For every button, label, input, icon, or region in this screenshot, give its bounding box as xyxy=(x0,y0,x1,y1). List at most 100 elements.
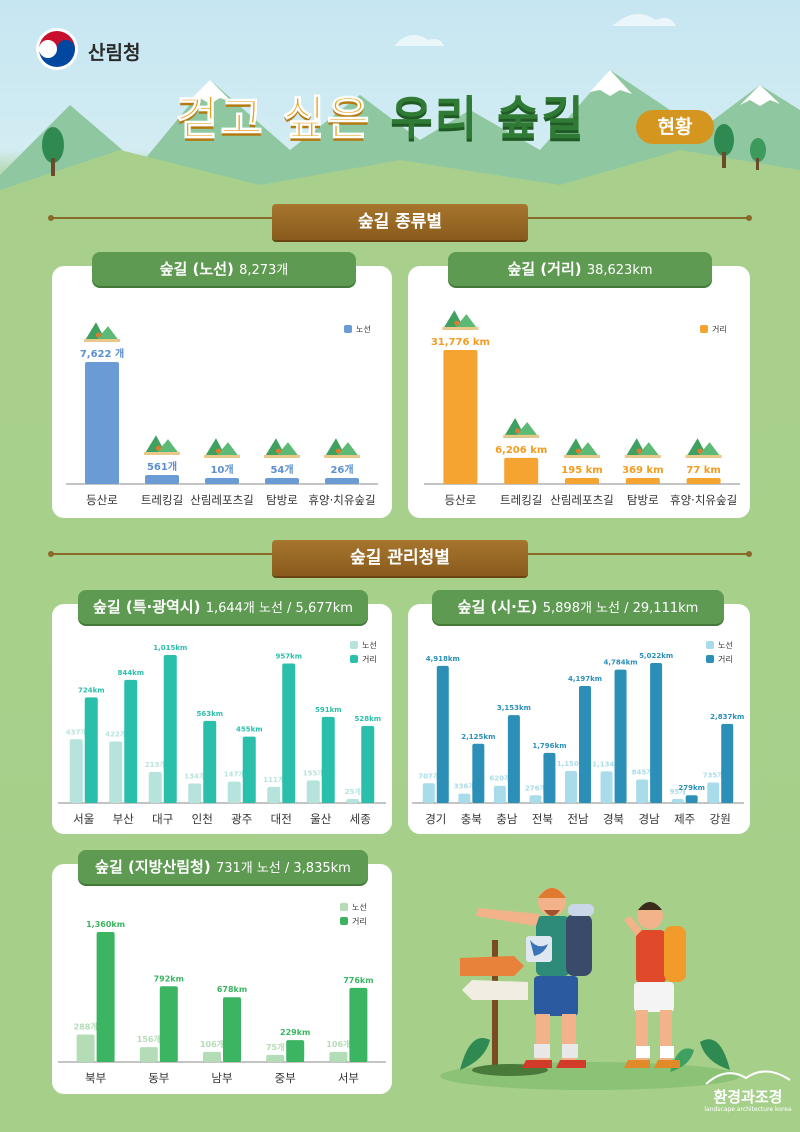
data-label: 724km xyxy=(78,686,105,694)
x-tick-label: 등산로 xyxy=(86,493,118,507)
bar xyxy=(493,785,506,803)
data-label: 26개 xyxy=(330,463,353,476)
metro-card: 서울 437개 724km 부산 422개 844km 대구 213개 1,015km 인천 134… xyxy=(52,604,392,834)
bar xyxy=(223,997,241,1062)
bar xyxy=(84,697,98,803)
bar xyxy=(507,715,520,803)
data-label: 279km xyxy=(678,784,705,792)
trail-scene-icon xyxy=(442,310,479,330)
regional-title: 숲길 (지방산림청) xyxy=(95,858,211,876)
legend-label: 거리 xyxy=(712,325,727,334)
data-label: 678km xyxy=(217,985,247,994)
hikers-illustration xyxy=(440,888,740,1090)
x-tick-label: 충남 xyxy=(496,812,518,826)
distance-chart: 등산로 31,776 km 트레킹길 6,206 km 산림레포츠길 195 km 탐방로 3… xyxy=(424,310,740,507)
data-label: 437개 xyxy=(66,727,87,736)
bar xyxy=(266,1054,285,1062)
data-label: 563km xyxy=(196,710,223,718)
taegeuk-logo-icon xyxy=(36,28,78,70)
footer-brand: 환경과조경 xyxy=(713,1088,783,1106)
routes-card-title: 숲길 (노선) 8,273개 xyxy=(92,252,356,286)
data-label: 155개 xyxy=(303,768,324,777)
data-label: 2,125km xyxy=(461,733,495,741)
x-tick-label: 대구 xyxy=(152,812,173,826)
data-label: 1,796km xyxy=(532,742,566,750)
routes-title: 숲길 (노선) xyxy=(159,260,234,278)
x-tick-label: 강원 xyxy=(710,812,731,826)
bar xyxy=(124,679,138,803)
data-label: 6,206 km xyxy=(495,445,547,456)
x-tick-label: 울산 xyxy=(310,812,332,826)
legend-swatch xyxy=(340,917,348,925)
bar xyxy=(707,782,720,803)
x-tick-label: 탐방로 xyxy=(266,493,298,507)
bar xyxy=(361,726,375,803)
data-label: 288개 xyxy=(74,1021,98,1031)
bar xyxy=(325,478,359,484)
data-label: 4,784km xyxy=(604,659,638,667)
data-label: 106개 xyxy=(200,1039,224,1049)
regional-card-title: 숲길 (지방산림청) 731개 노선 / 3,835km xyxy=(78,850,368,884)
x-tick-label: 서부 xyxy=(338,1071,359,1085)
brand-logo-icon xyxy=(705,1070,791,1085)
x-tick-label: 트레킹길 xyxy=(500,493,542,507)
title-badge: 현황 xyxy=(636,110,714,144)
bar xyxy=(145,475,179,484)
org-name: 산림청 xyxy=(88,42,141,64)
bar xyxy=(148,771,162,803)
distance-card-title: 숲길 (거리) 38,623km xyxy=(448,252,712,286)
bar xyxy=(685,795,698,803)
metro-title: 숲길 (특·광역시) xyxy=(93,598,201,616)
legend-label: 노선 xyxy=(356,325,371,334)
data-label: 1,150개 xyxy=(557,759,586,768)
bar xyxy=(321,716,335,803)
regional-total: 731개 노선 / 3,835km xyxy=(215,861,351,876)
trail-scene-icon xyxy=(503,418,540,438)
x-tick-label: 전북 xyxy=(532,812,553,826)
distance-title: 숲길 (거리) xyxy=(507,260,582,278)
bar xyxy=(600,771,613,803)
x-tick-label: 중부 xyxy=(275,1071,296,1085)
bar xyxy=(286,1040,305,1062)
province-card-title: 숲길 (시·도) 5,898개 노선 / 29,111km xyxy=(432,590,724,624)
bar xyxy=(163,655,177,803)
data-label: 707개 xyxy=(418,771,439,780)
bar xyxy=(504,457,539,484)
bar xyxy=(472,743,485,803)
title-part2: 우리 숲길 xyxy=(390,91,586,145)
province-chart: 경기 707개 4,918km 충북 336개 2,125km 충남 620개 3,153km 전… xyxy=(412,641,744,826)
bar xyxy=(614,669,627,803)
data-label: 10개 xyxy=(210,463,233,476)
data-label: 229km xyxy=(280,1028,310,1037)
province-card: 경기 707개 4,918km 충북 336개 2,125km 충남 620개 3,153km 전… xyxy=(408,604,750,834)
regional-chart: 북부 288개 1,360km 동부 156개 792km 남부 106개 678km 중부 75개… xyxy=(58,903,386,1085)
data-label: 422개 xyxy=(105,729,126,738)
bar xyxy=(267,786,281,803)
routes-card: 등산로 7,622 개 트레킹길 561개 산림레포츠길 10개 탐방로 54개 휴양·치유숲길… xyxy=(52,266,392,518)
x-tick-label: 경남 xyxy=(639,812,661,826)
bar xyxy=(565,478,599,484)
legend-swatch xyxy=(700,325,708,333)
mountain-scenery xyxy=(0,14,800,200)
x-tick-label: 제주 xyxy=(674,812,695,826)
data-label: 792km xyxy=(154,974,184,983)
trail-scene-icon xyxy=(144,435,180,456)
metro-total: 1,644개 노선 / 5,677km xyxy=(205,601,353,616)
tree-icon xyxy=(42,127,64,163)
x-tick-label: 대전 xyxy=(271,812,292,826)
legend-label: 거리 xyxy=(362,655,377,664)
bar xyxy=(721,723,734,803)
section-type-title: 숲길 종류별 xyxy=(357,212,443,232)
metro-chart: 서울 437개 724km 부산 422개 844km 대구 213개 1,015km 인천 134… xyxy=(58,641,386,826)
trail-scene-icon xyxy=(264,438,300,458)
data-label: 369 km xyxy=(622,465,663,476)
bar xyxy=(579,685,591,803)
data-label: 3,153km xyxy=(497,704,531,712)
x-tick-label: 북부 xyxy=(85,1071,106,1085)
legend-label: 거리 xyxy=(718,655,733,664)
data-label: 735개 xyxy=(703,771,724,780)
x-tick-label: 전남 xyxy=(567,812,589,826)
data-label: 77 km xyxy=(686,465,720,476)
data-label: 336개 xyxy=(454,782,475,791)
bar xyxy=(636,779,649,803)
